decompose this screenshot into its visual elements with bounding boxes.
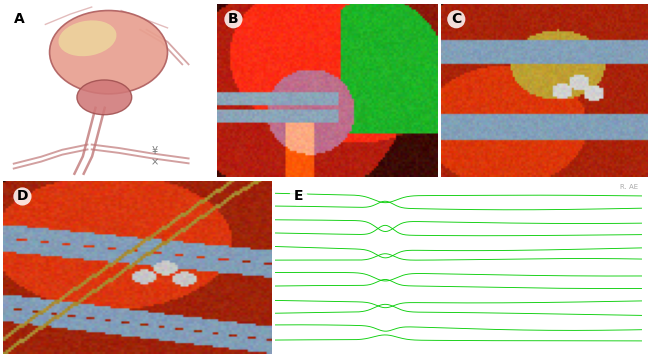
Ellipse shape xyxy=(58,20,117,56)
Text: R. AE: R. AE xyxy=(619,184,638,190)
Text: B: B xyxy=(228,12,238,26)
Text: E: E xyxy=(294,189,303,203)
Ellipse shape xyxy=(49,10,167,94)
Ellipse shape xyxy=(77,80,132,115)
Text: C: C xyxy=(451,12,461,26)
Text: ¥
×: ¥ × xyxy=(151,146,159,167)
Text: A: A xyxy=(14,12,25,26)
Text: D: D xyxy=(17,189,28,203)
